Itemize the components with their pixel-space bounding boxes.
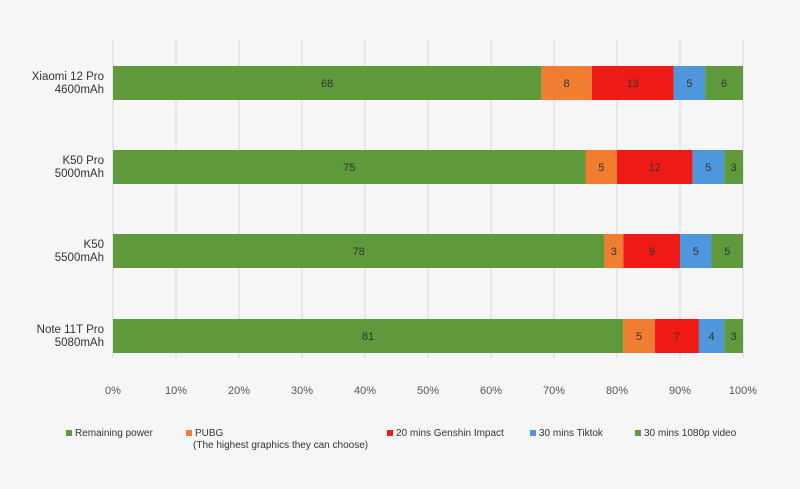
data-label: 5 (598, 162, 604, 174)
x-tick-label: 10% (165, 385, 187, 397)
legend-swatch (635, 430, 641, 436)
bar-segment (604, 234, 624, 268)
data-label: 3 (611, 246, 617, 258)
category-label: Note 11T Pro 5080mAh (37, 324, 104, 349)
bar-segment (705, 66, 743, 100)
legend-swatch (387, 430, 393, 436)
bar-segment (623, 319, 655, 353)
legend: Remaining power PUBG(The highest graphics… (66, 428, 737, 451)
legend-label-sub: (The highest graphics they can choose) (193, 440, 368, 451)
data-label: 13 (627, 78, 639, 90)
x-tick-label: 80% (606, 385, 628, 397)
bar-segment (623, 234, 680, 268)
data-label: 6 (721, 78, 727, 90)
bars-group: 68 8 13 5 6 75 5 12 5 3 78 3 9 5 5 81 5 7 4 3 (113, 66, 743, 353)
bar-segment (680, 234, 712, 268)
bar-segment (541, 66, 592, 100)
category-label: K50 Pro 5000mAh (55, 155, 104, 180)
bar-segment (617, 150, 693, 184)
bar-segment (113, 234, 605, 268)
data-label: 4 (708, 331, 714, 343)
category-labels: Xiaomi 12 Pro 4600mAh K50 Pro 5000mAh K50 550… (32, 71, 104, 349)
bar-segment (654, 319, 699, 353)
legend-label: 20 mins Genshin Impact (396, 428, 504, 439)
data-label: 68 (321, 78, 333, 90)
x-tick-label: 100% (729, 385, 757, 397)
data-label: 5 (686, 78, 692, 90)
bar-segment (673, 66, 706, 100)
x-tick-label: 60% (480, 385, 502, 397)
data-label: 5 (724, 246, 730, 258)
bar-segment (692, 150, 725, 184)
data-label: 5 (705, 162, 711, 174)
x-tick-label: 70% (543, 385, 565, 397)
bar-segment (724, 150, 743, 184)
bar-segment (585, 150, 617, 184)
bar-segment (698, 319, 725, 353)
legend-swatch (186, 430, 192, 436)
legend-label: 30 mins Tiktok (539, 428, 604, 439)
x-tick-label: 30% (291, 385, 313, 397)
data-label: 5 (636, 331, 642, 343)
data-label: 7 (674, 331, 680, 343)
data-label: 3 (730, 162, 736, 174)
data-label: 81 (362, 331, 374, 343)
legend-label: Remaining power (75, 428, 153, 439)
x-tick-label: 20% (228, 385, 250, 397)
data-label: 3 (730, 331, 736, 343)
data-label: 12 (649, 162, 661, 174)
x-tick-label: 50% (417, 385, 439, 397)
x-axis-ticks: 0% 10% 20% 30% 40% 50% 60% 70% 80% 90% 100% (105, 385, 757, 397)
category-label: K50 5500mAh (55, 239, 104, 264)
data-label: 8 (564, 78, 570, 90)
legend-label: 30 mins 1080p video (644, 428, 737, 439)
legend-swatch (66, 430, 72, 436)
category-label: Xiaomi 12 Pro 4600mAh (32, 71, 104, 96)
legend-swatch (530, 430, 536, 436)
legend-label: PUBG (195, 428, 224, 439)
bar-segment (591, 66, 674, 100)
data-label: 78 (353, 246, 365, 258)
x-tick-label: 0% (105, 385, 121, 397)
bar-segment (711, 234, 743, 268)
data-label: 9 (649, 246, 655, 258)
data-label: 75 (343, 162, 355, 174)
x-tick-label: 90% (669, 385, 691, 397)
x-tick-label: 40% (354, 385, 376, 397)
bar-segment (113, 150, 586, 184)
data-label: 5 (693, 246, 699, 258)
bar-segment (113, 66, 542, 100)
bar-segment (113, 319, 624, 353)
bar-segment (724, 319, 743, 353)
